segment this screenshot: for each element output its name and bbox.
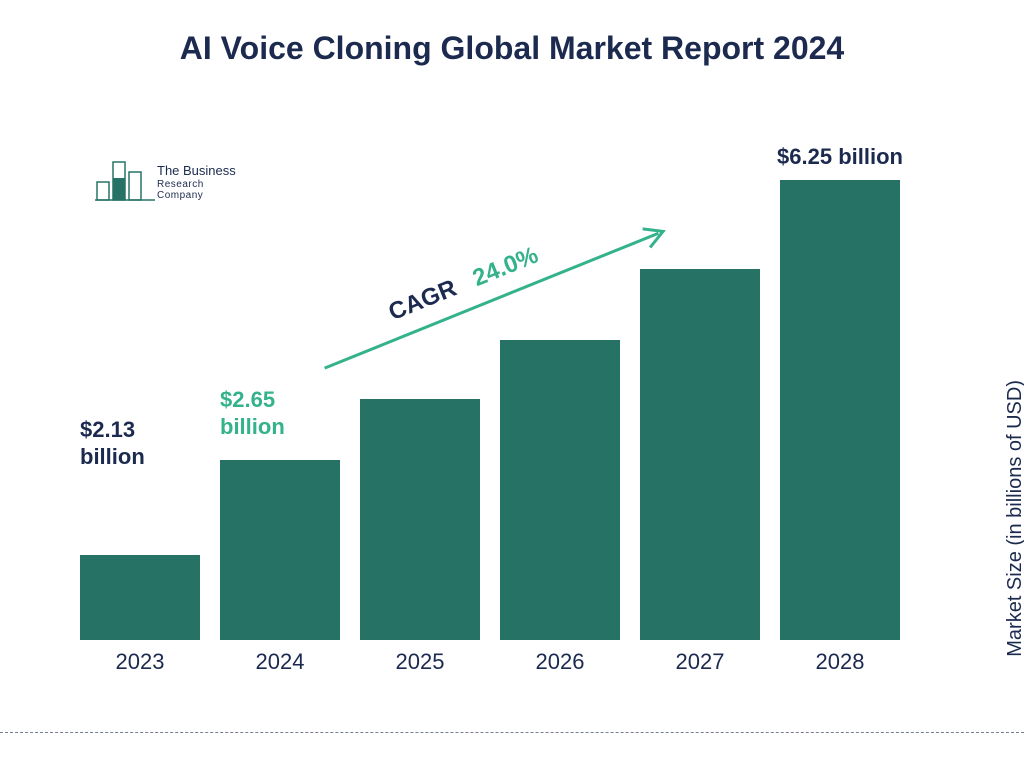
xlabel-2023: 2023 (80, 649, 200, 675)
bar-2026 (500, 340, 620, 640)
value-label-2024: $2.65billion (220, 387, 340, 440)
bar-slot-2024: $2.65billion 2024 (220, 460, 340, 640)
bar-slot-2023: $2.13billion 2023 (80, 555, 200, 640)
bar-2024 (220, 460, 340, 640)
xlabel-2024: 2024 (220, 649, 340, 675)
chart-title: AI Voice Cloning Global Market Report 20… (0, 30, 1024, 67)
bar-2028 (780, 180, 900, 640)
value-label-2028: $6.25 billion (755, 144, 925, 170)
y-axis-label: Market Size (in billions of USD) (1004, 380, 1024, 657)
bar-slot-2025: 2025 (360, 399, 480, 640)
bar-slot-2026: 2026 (500, 340, 620, 640)
bar-2025 (360, 399, 480, 640)
xlabel-2027: 2027 (640, 649, 760, 675)
xlabel-2028: 2028 (780, 649, 900, 675)
bar-chart: $2.13billion 2023 $2.65billion 2024 2025… (80, 120, 940, 680)
bar-2023 (80, 555, 200, 640)
bar-slot-2027: 2027 (640, 269, 760, 640)
bars-container: $2.13billion 2023 $2.65billion 2024 2025… (80, 120, 900, 640)
value-label-2023: $2.13billion (80, 417, 200, 470)
bottom-dashed-line (0, 732, 1024, 733)
xlabel-2025: 2025 (360, 649, 480, 675)
bar-slot-2028: $6.25 billion 2028 (780, 180, 900, 640)
bar-2027 (640, 269, 760, 640)
xlabel-2026: 2026 (500, 649, 620, 675)
